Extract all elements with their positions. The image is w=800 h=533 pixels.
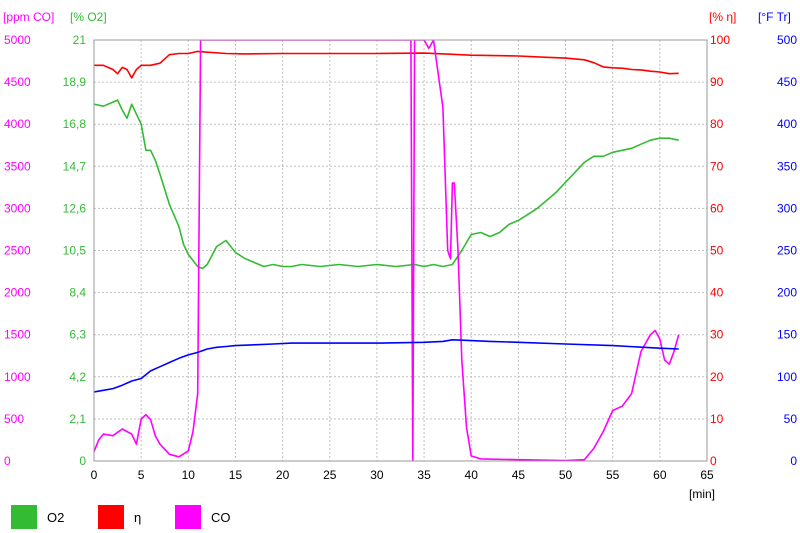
o2-tick-label: 14,7 <box>63 159 87 173</box>
legend-swatch-o2 <box>11 505 37 529</box>
o2-tick-label: 8,4 <box>69 286 86 300</box>
series-line-o2 <box>94 99 679 270</box>
co-tick-label: 500 <box>4 412 24 426</box>
o2-tick-label: 16,8 <box>63 117 87 131</box>
eta-tick-label: 30 <box>710 328 724 342</box>
x-tick-label: 10 <box>182 468 196 482</box>
x-tick-label: 25 <box>323 468 337 482</box>
x-tick-label: 40 <box>465 468 479 482</box>
eta-axis-title: [% η] <box>709 10 736 24</box>
tr-tick-label: 350 <box>777 159 797 173</box>
legend-label-co: CO <box>211 510 231 525</box>
eta-tick-label: 60 <box>710 201 724 215</box>
x-tick-label: 15 <box>229 468 243 482</box>
series-line-co <box>94 40 680 461</box>
co-tick-label: 4000 <box>4 117 31 131</box>
eta-tick-label: 100 <box>710 33 730 47</box>
legend: O2 η CO <box>11 505 231 529</box>
co-tick-label: 1500 <box>4 328 31 342</box>
tr-tick-label: 400 <box>777 117 797 131</box>
tr-tick-label: 100 <box>777 370 797 384</box>
tr-tick-label: 150 <box>777 328 797 342</box>
eta-tick-label: 80 <box>710 117 724 131</box>
co-tick-label: 2000 <box>4 286 31 300</box>
eta-tick-label: 90 <box>710 75 724 89</box>
o2-tick-label: 0 <box>79 454 86 468</box>
x-tick-label: 0 <box>91 468 98 482</box>
tr-tick-label: 0 <box>790 454 797 468</box>
x-tick-label: 20 <box>276 468 290 482</box>
co-tick-label: 1000 <box>4 370 31 384</box>
legend-swatch-eta <box>98 505 124 529</box>
o2-tick-label: 4,2 <box>69 370 86 384</box>
series-line-tr <box>94 339 679 393</box>
tr-tick-label: 450 <box>777 75 797 89</box>
co-axis-title: [ppm CO] <box>3 10 54 24</box>
o2-tick-label: 10,5 <box>63 244 87 258</box>
co-tick-label: 4500 <box>4 75 31 89</box>
co-tick-label: 5000 <box>4 33 31 47</box>
co-tick-label: 3500 <box>4 159 31 173</box>
eta-tick-label: 50 <box>710 244 724 258</box>
o2-tick-label: 6,3 <box>69 328 86 342</box>
x-tick-label: 30 <box>370 468 384 482</box>
x-tick-label: 50 <box>559 468 573 482</box>
legend-swatch-co <box>175 505 201 529</box>
eta-tick-label: 20 <box>710 370 724 384</box>
x-tick-label: 65 <box>700 468 714 482</box>
co-tick-label: 0 <box>4 454 11 468</box>
eta-tick-label: 10 <box>710 412 724 426</box>
x-tick-label: 35 <box>417 468 431 482</box>
o2-tick-label: 18,9 <box>63 75 87 89</box>
tr-tick-label: 250 <box>777 244 797 258</box>
eta-tick-label: 70 <box>710 159 724 173</box>
tr-tick-label: 300 <box>777 201 797 215</box>
x-tick-label: 5 <box>138 468 145 482</box>
x-tick-label: 45 <box>512 468 526 482</box>
legend-label-eta: η <box>134 510 141 525</box>
tr-axis-title: [°F Tr] <box>758 10 791 24</box>
tr-tick-label: 50 <box>784 412 798 426</box>
o2-tick-label: 21 <box>73 33 87 47</box>
o2-axis-title: [% O2] <box>70 10 107 24</box>
legend-label-o2: O2 <box>47 510 64 525</box>
co-tick-label: 2500 <box>4 244 31 258</box>
tick-labels: 0 5 10 15 20 25 30 35 40 45 50 55 60 6505001000150020… <box>4 33 797 482</box>
series-line-- <box>94 50 679 79</box>
o2-tick-label: 12,6 <box>63 201 87 215</box>
eta-tick-label: 0 <box>710 454 717 468</box>
x-tick-label: 60 <box>653 468 667 482</box>
series-lines <box>94 40 680 461</box>
tr-tick-label: 200 <box>777 286 797 300</box>
x-tick-label: 55 <box>606 468 620 482</box>
o2-tick-label: 2,1 <box>69 412 86 426</box>
co-tick-label: 3000 <box>4 201 31 215</box>
plot-frame <box>93 39 708 462</box>
tr-tick-label: 500 <box>777 33 797 47</box>
x-axis-label: [min] <box>689 487 715 501</box>
eta-tick-label: 40 <box>710 286 724 300</box>
